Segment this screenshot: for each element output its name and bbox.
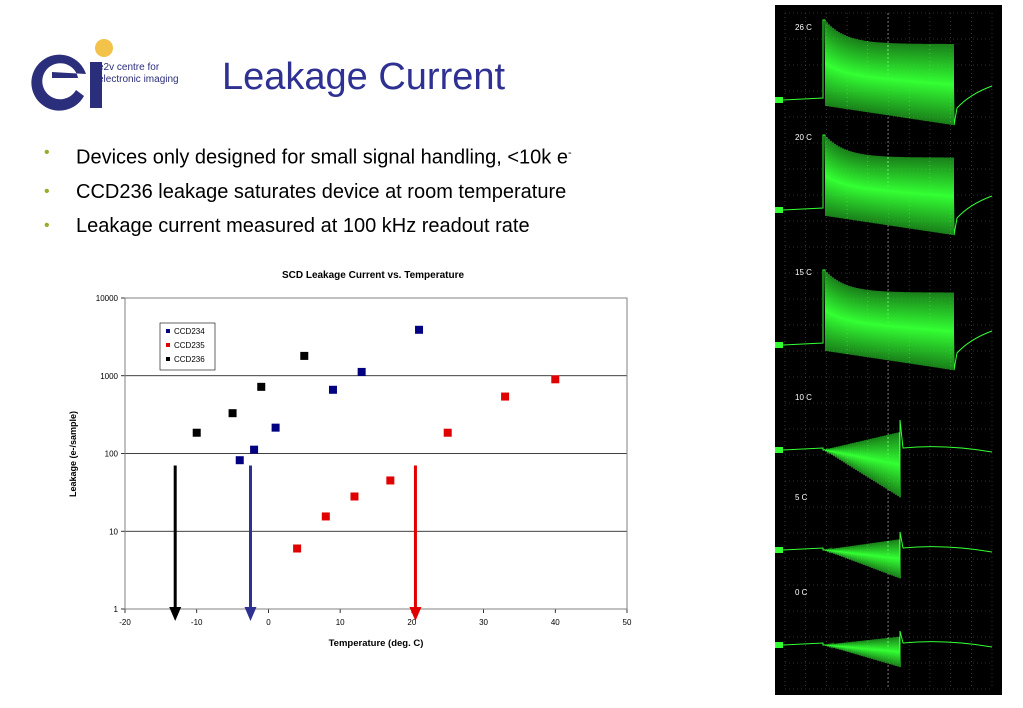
scope-marker-icon xyxy=(775,642,783,648)
data-point-ccd234 xyxy=(250,445,259,454)
x-axis-label: Temperature (deg. C) xyxy=(329,638,424,649)
logo-text-line1: e2v centre for xyxy=(98,62,160,73)
data-point-ccd234 xyxy=(357,367,366,376)
scope-marker-icon xyxy=(775,207,783,213)
y-tick-label: 100 xyxy=(105,450,119,459)
scope-trace-label: 0 C xyxy=(795,588,808,597)
scope-labels: 26 C 20 C 15 C 10 C 5 C 0 C xyxy=(795,23,812,597)
scope-trace xyxy=(782,134,993,236)
logo-text-line2: electronic imaging xyxy=(98,74,179,85)
data-point-ccd236 xyxy=(192,428,201,437)
x-tick-label: 10 xyxy=(336,618,345,627)
leakage-chart: SCD Leakage Current vs. Temperature 1101… xyxy=(68,270,632,649)
data-point-ccd235 xyxy=(386,476,395,485)
bullet-superscript: - xyxy=(567,147,572,159)
logo-sun-icon xyxy=(95,39,113,57)
data-point-ccd235 xyxy=(551,375,560,384)
scope-trace-label: 26 C xyxy=(795,23,812,32)
scope-grid xyxy=(784,12,993,690)
scope-trace xyxy=(782,419,993,498)
y-tick-label: 1 xyxy=(114,605,119,614)
temperature-arrows xyxy=(169,465,422,621)
e2v-logo xyxy=(24,30,214,120)
scope-trace-label: 20 C xyxy=(795,133,812,142)
x-tick-label: 30 xyxy=(479,618,488,627)
x-tick-labels: -20 -10 0 10 20 30 40 50 xyxy=(119,618,632,627)
scope-trace xyxy=(782,269,993,371)
data-point-ccd235 xyxy=(443,428,452,437)
scope-trace xyxy=(782,19,993,126)
bullet-item: • CCD236 leakage saturates device at room… xyxy=(44,175,572,209)
bullet-list: • Devices only designed for small signal … xyxy=(44,136,572,243)
bullet-icon: • xyxy=(44,182,50,200)
legend-label-ccd236: CCD236 xyxy=(174,355,205,364)
data-point-ccd235 xyxy=(321,512,330,521)
x-tick-label: 0 xyxy=(266,618,271,627)
data-point-ccd234 xyxy=(415,325,424,334)
data-point-ccd235 xyxy=(293,544,302,553)
data-point-ccd234 xyxy=(235,456,244,465)
arrow-head-icon xyxy=(409,607,422,621)
scope-marker-icon xyxy=(775,97,783,103)
x-tick-label: 20 xyxy=(407,618,416,627)
legend-marker-ccd234 xyxy=(166,329,170,333)
scope-trace-label: 5 C xyxy=(795,493,808,502)
data-point-ccd236 xyxy=(300,351,309,360)
y-tick-label: 10 xyxy=(109,527,118,536)
page-title: Leakage Current xyxy=(222,56,506,98)
data-point-ccd235 xyxy=(350,492,359,501)
legend-marker-ccd236 xyxy=(166,357,170,361)
scope-trace-label: 15 C xyxy=(795,268,812,277)
scope-marker-icon xyxy=(775,547,783,553)
chart-title: SCD Leakage Current vs. Temperature xyxy=(282,270,465,281)
arrow-head-icon xyxy=(244,607,257,621)
scope-trace-label: 10 C xyxy=(795,393,812,402)
legend-label-ccd234: CCD234 xyxy=(174,327,205,336)
bullet-item: • Leakage current measured at 100 kHz rea… xyxy=(44,209,572,243)
scope-marker-icon xyxy=(775,342,783,348)
data-point-ccd234 xyxy=(271,423,280,432)
arrow-head-icon xyxy=(169,607,182,621)
y-tick-label: 10000 xyxy=(96,294,119,303)
data-point-ccd236 xyxy=(257,382,266,391)
scope-trace xyxy=(782,630,993,668)
bullet-icon: • xyxy=(44,144,50,161)
y-tick-label: 1000 xyxy=(100,372,118,381)
oscilloscope-image: 26 C 20 C 15 C 10 C 5 C 0 C xyxy=(775,5,1002,695)
scope-marker-icon xyxy=(775,447,783,453)
legend-label-ccd235: CCD235 xyxy=(174,341,205,350)
data-points xyxy=(192,325,560,553)
logo-text: e2v centre for electronic imaging xyxy=(98,62,179,86)
scope-trace xyxy=(782,531,993,579)
x-tick-label: 50 xyxy=(623,618,632,627)
data-point-ccd235 xyxy=(501,392,510,401)
y-axis-label: Leakage (e-/sample) xyxy=(68,411,78,497)
y-tick-labels: 1 10 100 1000 10000 xyxy=(96,294,119,614)
bullet-icon: • xyxy=(44,216,50,234)
chart-legend: CCD234 CCD235 CCD236 xyxy=(159,322,216,371)
scope-traces xyxy=(775,19,993,668)
x-tick-label: 40 xyxy=(551,618,560,627)
data-point-ccd234 xyxy=(328,385,337,394)
x-tick-label: -10 xyxy=(191,618,203,627)
data-point-ccd236 xyxy=(228,409,237,418)
plot-area xyxy=(124,297,628,610)
bullet-item: • Devices only designed for small signal … xyxy=(44,136,572,175)
x-tick-label: -20 xyxy=(119,618,131,627)
legend-marker-ccd235 xyxy=(166,343,170,347)
